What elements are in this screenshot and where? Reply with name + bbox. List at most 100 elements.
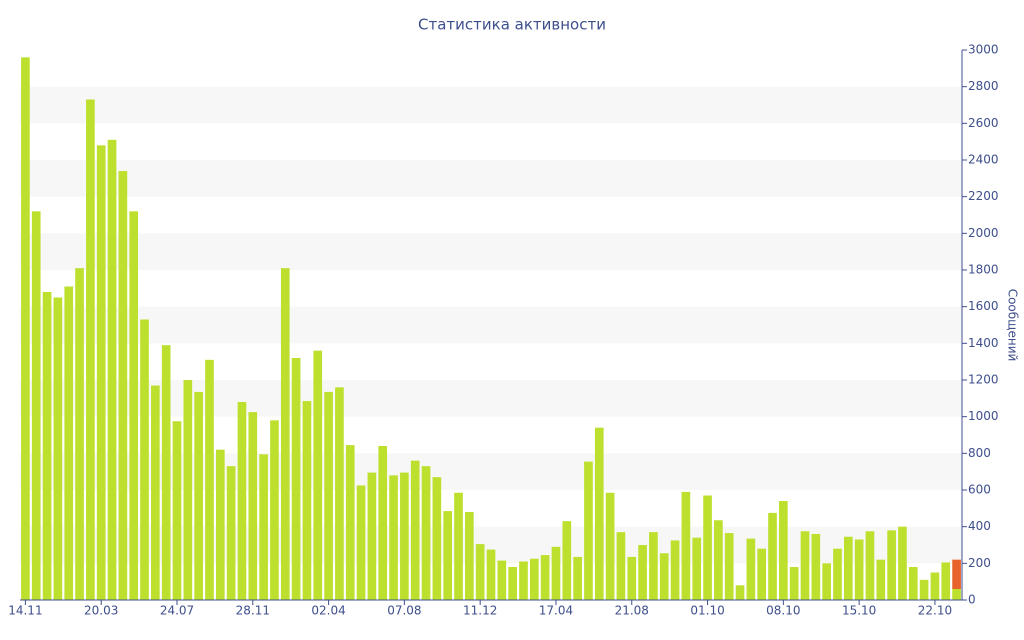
bar <box>584 461 593 600</box>
y-tick-label: 1000 <box>968 409 999 423</box>
bar <box>649 532 658 600</box>
y-tick-label: 1200 <box>968 373 999 387</box>
bar <box>562 521 572 600</box>
y-tick-label: 2400 <box>968 153 999 167</box>
bar <box>129 211 139 601</box>
bar <box>42 292 52 600</box>
bar <box>486 549 496 600</box>
bar <box>356 485 366 600</box>
grid-band <box>20 306 962 344</box>
y-tick-label: 2000 <box>968 226 999 240</box>
bar <box>270 420 279 600</box>
bar <box>400 472 409 600</box>
bar <box>529 558 539 600</box>
bar <box>865 531 875 600</box>
x-tick-label: 17.04 <box>539 604 573 618</box>
y-tick-label: 2200 <box>968 189 999 203</box>
bar <box>96 145 106 601</box>
bar <box>226 466 236 600</box>
y-tick-label: 1400 <box>968 336 999 350</box>
bar <box>367 472 377 600</box>
bar <box>768 512 777 600</box>
grid-band <box>20 160 962 197</box>
x-tick-label: 20.03 <box>84 604 118 618</box>
y-axis-label: Сообщений <box>1006 289 1020 362</box>
bar <box>638 545 647 600</box>
bar <box>421 466 431 600</box>
bar <box>280 268 290 600</box>
bar <box>605 492 615 600</box>
bar <box>302 401 312 600</box>
bar <box>952 589 961 600</box>
bar <box>703 495 712 600</box>
bar <box>454 492 463 600</box>
bar <box>410 460 420 600</box>
bar <box>735 585 745 600</box>
bar <box>508 567 517 600</box>
bar <box>161 345 171 600</box>
bar <box>291 358 301 600</box>
y-tick-label: 3000 <box>968 43 999 57</box>
x-tick-label: 21.08 <box>615 604 649 618</box>
bar <box>692 537 702 600</box>
bar <box>887 530 896 600</box>
bar <box>779 501 788 600</box>
bar <box>107 139 117 601</box>
bar <box>465 512 474 600</box>
bar <box>908 567 918 600</box>
bar <box>389 475 398 600</box>
x-tick-label: 14.11 <box>8 604 42 618</box>
bar <box>248 412 258 600</box>
y-tick-label: 200 <box>968 556 991 570</box>
grid-band <box>20 453 962 490</box>
bar <box>594 427 604 600</box>
bar <box>194 391 203 600</box>
bar <box>183 380 193 600</box>
bar <box>833 548 842 600</box>
bar <box>140 319 149 600</box>
bar <box>659 553 669 600</box>
bar <box>714 520 723 600</box>
chart-title: Статистика активности <box>418 16 606 34</box>
bar <box>843 536 853 600</box>
x-tick-label: 28.11 <box>236 604 270 618</box>
bar <box>540 555 550 600</box>
bar <box>876 559 886 600</box>
y-tick-label: 400 <box>968 519 991 533</box>
bar <box>919 579 929 600</box>
bar <box>75 268 84 600</box>
bar <box>151 385 160 600</box>
bar <box>324 391 333 600</box>
bar <box>205 359 214 600</box>
x-tick-label: 24.07 <box>160 604 194 618</box>
bar <box>551 546 561 600</box>
bar <box>573 556 582 600</box>
bar <box>497 560 507 600</box>
bar <box>811 534 821 600</box>
bar <box>443 511 453 600</box>
x-tick-label: 22.10 <box>918 604 952 618</box>
bar <box>822 563 831 600</box>
bar <box>670 540 680 600</box>
y-tick-label: 1600 <box>968 299 999 313</box>
y-tick-label: 2800 <box>968 79 999 93</box>
bar <box>519 561 528 600</box>
bar <box>941 562 951 600</box>
bar <box>335 387 344 600</box>
bar <box>627 556 637 600</box>
bar <box>746 538 756 600</box>
bar <box>681 491 691 600</box>
bar <box>898 526 907 600</box>
x-tick-label: 08.10 <box>766 604 800 618</box>
x-tick-label: 02.04 <box>311 604 345 618</box>
bar <box>930 572 940 600</box>
grid-band <box>20 86 962 124</box>
bar <box>53 297 63 600</box>
bar <box>31 211 41 601</box>
x-tick-label: 15.10 <box>842 604 876 618</box>
bar <box>215 449 225 600</box>
bar <box>800 531 810 600</box>
x-tick-label: 07.08 <box>387 604 421 618</box>
bar <box>616 532 626 600</box>
